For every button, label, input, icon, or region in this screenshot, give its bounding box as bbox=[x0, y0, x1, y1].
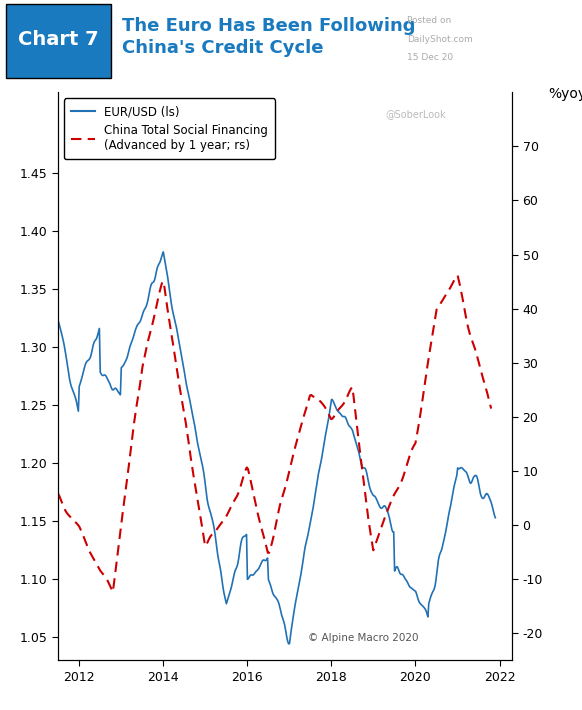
Text: 15 Dec 20: 15 Dec 20 bbox=[407, 53, 453, 62]
Text: The Euro Has Been Following
China's Credit Cycle: The Euro Has Been Following China's Cred… bbox=[122, 16, 416, 57]
Text: Chart 7: Chart 7 bbox=[18, 30, 98, 49]
Text: DailyShot.com: DailyShot.com bbox=[407, 35, 473, 44]
Text: @SoberLook: @SoberLook bbox=[385, 109, 446, 119]
FancyBboxPatch shape bbox=[6, 4, 111, 77]
Text: © Alpine Macro 2020: © Alpine Macro 2020 bbox=[308, 633, 418, 643]
Legend: EUR/USD (ls), China Total Social Financing
(Advanced by 1 year; rs): EUR/USD (ls), China Total Social Financi… bbox=[64, 98, 275, 159]
Y-axis label: %yoy: %yoy bbox=[548, 87, 582, 101]
Text: Posted on: Posted on bbox=[407, 16, 452, 25]
